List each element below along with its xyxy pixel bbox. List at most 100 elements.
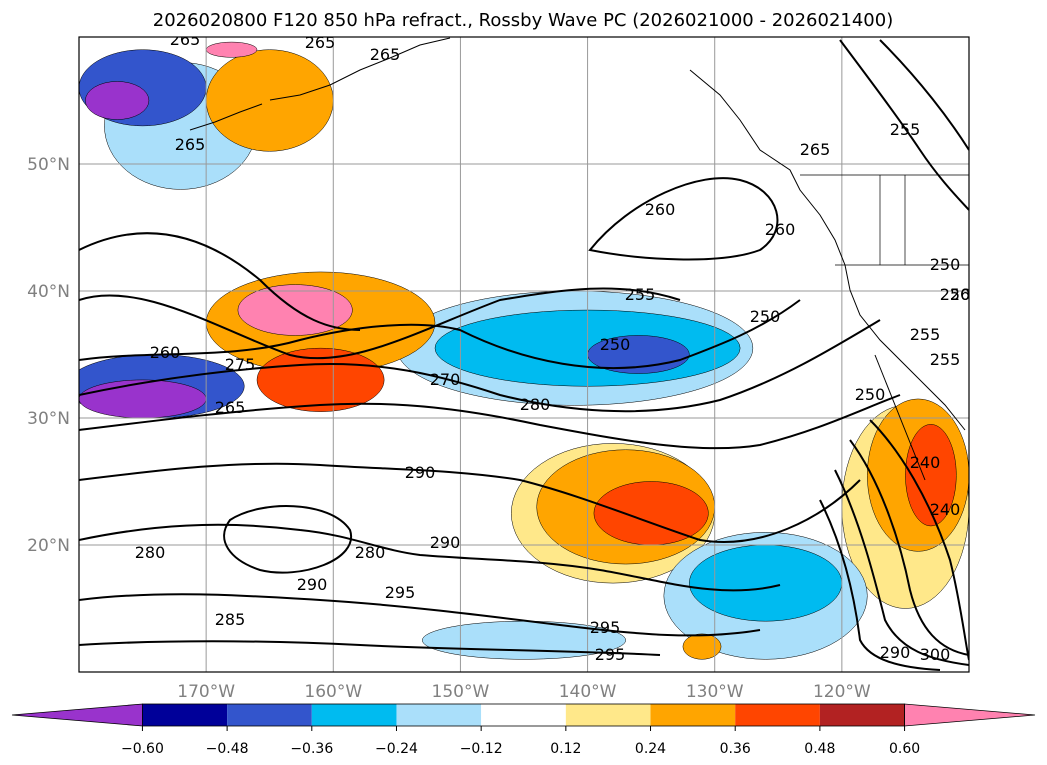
colorbar-tick-label: −0.36 (290, 741, 333, 757)
colorbar-segment (311, 704, 397, 726)
contour-label: 270 (430, 370, 461, 389)
contour-label: 250 (930, 255, 961, 274)
border-lines (800, 174, 969, 266)
shaded-region (689, 544, 843, 622)
colorbar-tick-label: 0.24 (635, 741, 666, 757)
contour-label: 255 (890, 120, 921, 139)
contour-line (79, 523, 781, 592)
contour-label: 295 (595, 645, 626, 664)
chart-title: 2026020800 F120 850 hPa refract., Rossby… (153, 10, 894, 31)
contour-label: 275 (225, 355, 256, 374)
shaded-region (79, 379, 207, 419)
contour-lines (79, 39, 969, 671)
colorbar-segment (142, 704, 228, 726)
y-tick-label: 30°N (27, 409, 70, 429)
x-tick-label: 150°W (432, 682, 490, 702)
contour-label: 285 (215, 610, 246, 629)
contour-label: 265 (305, 33, 336, 52)
y-tick-label: 50°N (27, 155, 70, 175)
colorbar: −0.60 −0.48 −0.36 −0.24 −0.12 0.12 0.24 0.36 0.4… (11, 703, 1036, 757)
colorbar-extend-low (11, 703, 143, 727)
x-tick-label: 130°W (686, 682, 744, 702)
map-frame (78, 36, 970, 673)
contour-line (79, 287, 681, 360)
contour-label: 26 (950, 285, 970, 304)
contour-label: 260 (645, 200, 676, 219)
colorbar-tick-label: −0.24 (375, 741, 418, 757)
contour-label: 280 (355, 543, 386, 562)
colorbar-tick-label: −0.12 (460, 741, 503, 757)
contour-line (79, 640, 661, 656)
colorbar-frame (142, 703, 905, 727)
contour-label: 250 (940, 285, 971, 304)
contour-label: 300 (920, 645, 951, 664)
contour-line (819, 499, 941, 671)
contour-label: 265 (370, 45, 401, 64)
baja-coast (874, 354, 926, 481)
contour-line (79, 593, 761, 637)
shaded-region (85, 81, 150, 120)
contour-labels: 265 265 265 260 260 255 250 250 255 250 260 275 265 2… (135, 33, 971, 664)
x-axis-ticks: 170°W 160°W 150°W 140°W 130°W 120°W (177, 682, 871, 702)
contour-label: 250 (750, 307, 781, 326)
contour-label: 240 (930, 500, 961, 519)
contour-label: 280 (135, 543, 166, 562)
contour-line (834, 469, 969, 666)
contour-label: 265 (175, 135, 206, 154)
contour-label: 255 (625, 285, 656, 304)
contour-line (79, 462, 861, 543)
contour-line (79, 394, 901, 450)
contour-line (79, 299, 801, 369)
contour-line (869, 419, 969, 661)
shaded-region (682, 633, 722, 660)
shaded-region (205, 49, 334, 152)
colorbar-extend-high (904, 703, 1036, 727)
contour-line (879, 39, 969, 151)
contour-label: 265 (215, 398, 246, 417)
contour-label: 295 (590, 618, 621, 637)
contour-line (223, 505, 353, 574)
contour-line (839, 39, 969, 211)
colorbar-segment (650, 704, 736, 726)
contour-label: 290 (405, 463, 436, 482)
contour-line (79, 232, 361, 331)
contour-label: 260 (150, 343, 181, 362)
colorbar-tick-label: −0.48 (206, 741, 249, 757)
colorbar-tick-label: 0.12 (550, 741, 581, 757)
contour-label: 290 (297, 575, 328, 594)
shaded-region (593, 481, 709, 546)
contour-line (849, 439, 969, 656)
colorbar-tick-label: −0.60 (121, 741, 164, 757)
contour-label: 260 (765, 220, 796, 239)
x-tick-label: 160°W (304, 682, 362, 702)
contour-label: 280 (520, 395, 551, 414)
contour-label: 265 (800, 140, 831, 159)
map-area: 265 265 265 260 260 255 250 250 255 250 260 275 265 2… (79, 33, 971, 672)
x-tick-label: 140°W (559, 682, 617, 702)
contour-label: 255 (930, 350, 961, 369)
colorbar-tick-label: 0.48 (804, 741, 835, 757)
contour-label: 290 (430, 533, 461, 552)
contour-label: 250 (600, 335, 631, 354)
contour-label: 295 (385, 583, 416, 602)
contour-label: 250 (855, 385, 886, 404)
y-tick-label: 20°N (27, 536, 70, 556)
contour-label: 240 (910, 453, 941, 472)
colorbar-segment (481, 704, 566, 726)
x-tick-label: 120°W (813, 682, 871, 702)
alaska-coast (269, 37, 451, 101)
colorbar-segment (735, 704, 820, 726)
contour-line (79, 319, 881, 413)
contour-label: 255 (910, 325, 941, 344)
aleutian-islands (189, 103, 263, 131)
colorbar-segment (396, 704, 482, 726)
contour-line (588, 177, 779, 261)
colorbar-segment (565, 704, 651, 726)
y-axis-ticks: 20°N 30°N 40°N 50°N (27, 155, 70, 556)
colorbar-tick-label: 0.36 (720, 741, 751, 757)
y-tick-label: 40°N (27, 282, 70, 302)
shaded-region (205, 41, 258, 58)
shaded-region (905, 424, 957, 527)
colorbar-segment (819, 704, 905, 726)
